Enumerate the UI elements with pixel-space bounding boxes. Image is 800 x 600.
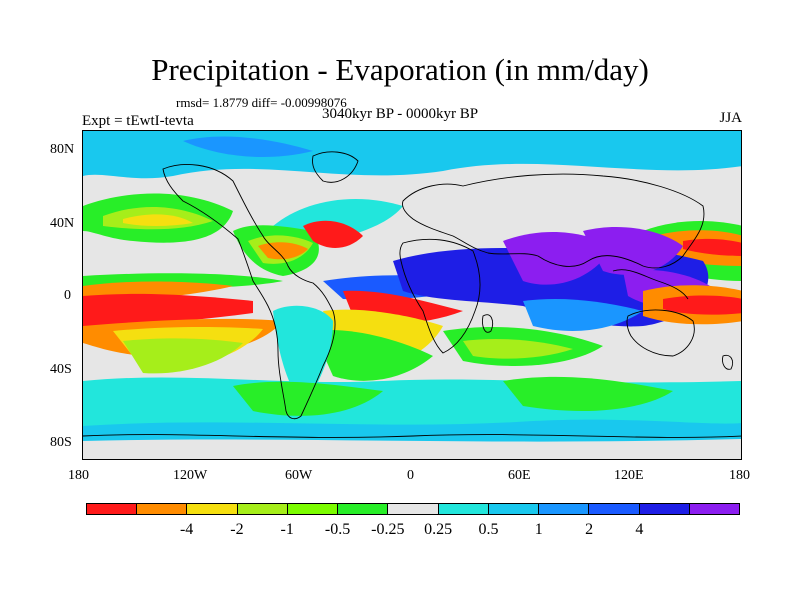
north-pacific-yellow — [123, 214, 193, 226]
south-atlantic-green — [313, 330, 433, 381]
west-pacific-red — [663, 295, 741, 315]
south-indian-lime — [463, 338, 573, 359]
southern-ocean-green — [233, 381, 383, 416]
colorbar-box-12 — [689, 504, 740, 514]
colorbar-label: -1 — [280, 521, 294, 538]
indian-monsoon-purple — [503, 231, 613, 285]
madagascar-coast — [482, 314, 494, 333]
colorbar-box-0 — [87, 504, 138, 514]
colorbar-box-1 — [137, 504, 188, 514]
colorbar-box-6 — [388, 504, 439, 514]
lon-tick-0: 0 — [407, 468, 414, 483]
southern-ocean-green-east — [503, 376, 673, 411]
eurasia-coast — [402, 173, 705, 269]
colorbar-label: 0.25 — [424, 521, 453, 538]
plot-title: Precipitation - Evaporation (in mm/day) — [151, 52, 649, 87]
season-label: JJA — [719, 110, 742, 126]
lon-tick-60w: 60W — [285, 468, 313, 483]
colorbar-box-7 — [438, 504, 489, 514]
colorbar-box-5 — [338, 504, 389, 514]
lon-tick-120w: 120W — [173, 468, 208, 483]
coastlines — [83, 151, 741, 438]
south-america-cyan — [273, 305, 333, 406]
map-svg — [83, 131, 741, 459]
lon-tick-60e: 60E — [508, 468, 531, 483]
colorbar-box-8 — [488, 504, 540, 514]
period-text: 3040kyr BP - 0000kyr BP — [322, 106, 479, 122]
colorbar-label: 2 — [585, 521, 594, 538]
colorbar-label: 0.5 — [478, 521, 499, 538]
map-panel — [82, 130, 742, 460]
lat-tick-80s: 80S — [50, 435, 72, 450]
lat-tick-0: 0 — [64, 288, 71, 303]
antarctica-coast — [83, 434, 741, 438]
antarctica — [83, 439, 741, 459]
colorbar-box-9 — [539, 504, 590, 514]
colorbar-label: -4 — [179, 521, 194, 538]
south-indian-blue — [523, 299, 643, 331]
americas-coast — [162, 164, 336, 420]
colorbar-label: -0.25 — [371, 521, 405, 538]
atlantic-red — [303, 220, 363, 248]
south-pacific-lime — [123, 338, 243, 374]
colorbar-box-10 — [589, 504, 640, 514]
caribbean-orange — [258, 242, 308, 260]
tropical-pacific-red — [83, 293, 253, 326]
lat-tick-40n: 40N — [50, 216, 75, 231]
nw-pacific-red — [683, 238, 741, 256]
colorbar-label: -0.5 — [324, 521, 351, 538]
experiment-label: Expt = tEwtI-tevta — [82, 113, 194, 129]
africa-coast — [399, 238, 481, 354]
colorbar-box-3 — [237, 504, 288, 514]
new-zealand-coast — [722, 354, 734, 370]
colorbar — [86, 503, 740, 515]
lon-tick-120e: 120E — [614, 468, 644, 483]
colorbar-label: -2 — [230, 521, 244, 538]
lon-tick-180-left: 180 — [68, 468, 89, 483]
lon-tick-180-right: 180 — [729, 468, 750, 483]
maritime-coast — [612, 269, 689, 300]
australia-coast — [626, 309, 695, 357]
colorbar-box-2 — [187, 504, 238, 514]
colorbar-label: 4 — [635, 521, 644, 538]
lat-tick-80n: 80N — [50, 142, 75, 157]
arctic-blue-patch — [183, 136, 313, 157]
colorbar-label: 1 — [534, 521, 543, 538]
colorbar-box-11 — [639, 504, 690, 514]
stats-text: rmsd= 1.8779 diff= -0.00998076 — [176, 95, 347, 110]
lat-tick-40s: 40S — [50, 362, 72, 377]
greenland-coast — [312, 151, 359, 183]
east-asia-purple — [583, 226, 683, 275]
colorbar-box-4 — [287, 504, 339, 514]
